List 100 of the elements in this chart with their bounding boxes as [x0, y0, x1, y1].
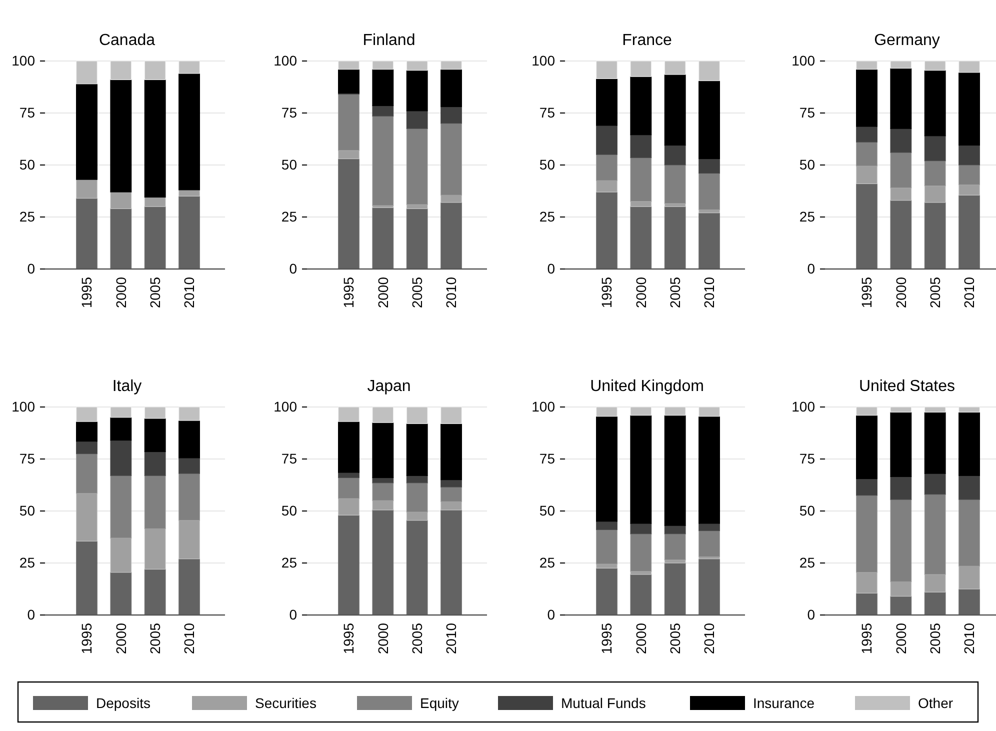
legend-label: Deposits — [96, 694, 150, 711]
bar — [406, 423, 428, 476]
legend-label: Mutual Funds — [561, 694, 646, 711]
x-tick-label: 2005 — [408, 622, 425, 654]
bar — [596, 568, 618, 616]
y-tick-label: 25 — [799, 554, 816, 570]
x-tick-label: 2000 — [892, 276, 909, 308]
bar — [178, 558, 200, 616]
bar — [440, 423, 462, 480]
chart-title: Japan — [367, 378, 411, 395]
bar — [76, 179, 98, 199]
bar — [958, 475, 980, 500]
bar — [630, 76, 652, 136]
bar — [338, 69, 360, 94]
y-tick-label: 0 — [547, 260, 556, 276]
bar — [440, 480, 462, 488]
x-tick-label: 2005 — [666, 276, 683, 308]
y-tick-label: 0 — [547, 606, 556, 622]
x-tick-label: 2005 — [926, 622, 943, 654]
y-tick-label: 75 — [539, 104, 556, 120]
x-tick-label: 1995 — [598, 276, 615, 308]
bar — [890, 596, 912, 616]
x-tick-label: 2010 — [181, 276, 198, 308]
y-tick-label: 50 — [19, 502, 36, 518]
bar — [440, 106, 462, 124]
bar — [440, 510, 462, 616]
bar — [924, 70, 946, 136]
legend-label: Insurance — [753, 694, 815, 711]
chart-title: Germany — [874, 32, 940, 49]
y-tick-label: 100 — [12, 52, 36, 68]
bar — [630, 206, 652, 270]
bar — [144, 196, 166, 207]
bar — [924, 473, 946, 495]
chart-title: Canada — [98, 32, 156, 49]
y-tick-label: 75 — [799, 104, 816, 120]
x-tick-label: 2005 — [408, 276, 425, 308]
y-tick-label: 0 — [27, 260, 36, 276]
chart-title: United States — [858, 378, 956, 395]
x-tick-label: 2000 — [374, 276, 391, 308]
y-tick-label: 75 — [19, 104, 36, 120]
bar — [856, 592, 878, 616]
bar — [630, 523, 652, 534]
x-tick-label: 2010 — [181, 622, 198, 654]
bar — [144, 79, 166, 198]
y-tick-label: 0 — [289, 260, 298, 276]
bar — [890, 412, 912, 477]
y-tick-label: 25 — [799, 208, 816, 224]
y-tick-label: 50 — [799, 502, 816, 518]
bar — [958, 72, 980, 146]
bar — [338, 514, 360, 616]
bar — [890, 200, 912, 270]
bar — [698, 416, 720, 524]
bar — [630, 574, 652, 616]
bar — [958, 412, 980, 476]
bar — [630, 134, 652, 158]
bar — [698, 173, 720, 210]
bar — [596, 192, 618, 270]
bar — [144, 451, 166, 476]
legend-label: Equity — [420, 694, 459, 711]
chart-title: Finland — [362, 32, 416, 49]
y-tick-label: 100 — [12, 398, 36, 414]
chart-title: Italy — [112, 378, 142, 395]
bar — [406, 110, 428, 129]
y-tick-label: 100 — [792, 52, 816, 68]
bar — [110, 417, 132, 441]
y-tick-label: 25 — [539, 208, 556, 224]
bar — [698, 158, 720, 174]
x-tick-label: 2000 — [374, 622, 391, 654]
bar — [698, 530, 720, 558]
bar — [924, 592, 946, 616]
y-tick-label: 25 — [281, 554, 298, 570]
x-tick-label: 2010 — [961, 622, 978, 654]
y-tick-label: 25 — [19, 554, 36, 570]
bar — [338, 158, 360, 270]
bar — [664, 206, 686, 270]
y-tick-label: 75 — [281, 104, 298, 120]
bar — [372, 116, 394, 206]
y-tick-label: 0 — [289, 606, 298, 622]
bar — [178, 420, 200, 458]
x-tick-label: 2000 — [112, 276, 129, 308]
bar — [372, 69, 394, 106]
bar — [110, 192, 132, 209]
x-tick-label: 2000 — [632, 276, 649, 308]
y-tick-label: 0 — [807, 260, 816, 276]
bar — [664, 415, 686, 526]
bar — [856, 478, 878, 496]
y-tick-label: 50 — [281, 156, 298, 172]
x-tick-label: 1995 — [78, 276, 95, 308]
bar — [890, 476, 912, 500]
bar — [440, 202, 462, 270]
bar — [958, 194, 980, 270]
y-tick-label: 100 — [532, 398, 556, 414]
x-tick-label: 2005 — [146, 622, 163, 654]
chart-title: France — [622, 32, 672, 49]
bar — [890, 128, 912, 153]
bar — [924, 136, 946, 162]
bar — [406, 208, 428, 270]
y-tick-label: 50 — [799, 156, 816, 172]
y-tick-label: 75 — [799, 450, 816, 466]
bar — [178, 196, 200, 270]
